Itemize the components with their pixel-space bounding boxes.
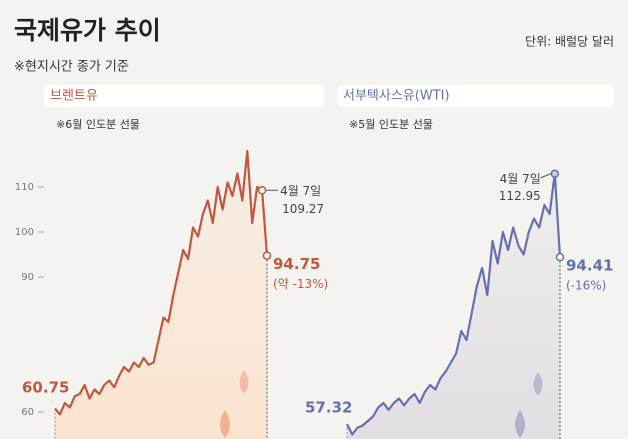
y-tick-label: 100 xyxy=(15,227,34,238)
y-tick-label: 60 xyxy=(21,407,34,418)
unit: 단위: 배럴당 달러 xyxy=(525,35,614,49)
y-tick-label: 90 xyxy=(21,272,34,283)
area xyxy=(347,173,560,439)
peak-value: 112.95 xyxy=(499,189,541,203)
last-value-label: 94.41 xyxy=(566,257,613,275)
panel-label-box xyxy=(44,85,324,107)
drop-icon xyxy=(239,370,249,394)
last-point xyxy=(262,251,272,260)
peak-point xyxy=(550,169,560,178)
drop-icon xyxy=(533,372,543,396)
plots: ※6월 인도분 선물 60 90 100 110 브렌트유 60.75 4월 7일 109.27… xyxy=(15,89,613,439)
panel-label-box xyxy=(337,85,614,107)
drop-icon xyxy=(515,410,525,438)
peak-value: 109.27 xyxy=(282,202,324,216)
drop-icon xyxy=(220,410,230,438)
panel-label: 브렌트유 xyxy=(50,89,98,104)
connector xyxy=(540,173,551,179)
area xyxy=(55,151,267,439)
title: 국제유가 추이 xyxy=(14,16,161,45)
peak-date: 4월 7일 xyxy=(500,172,541,186)
y-tick-label: 110 xyxy=(15,182,34,193)
start-value-label: 60.75 xyxy=(22,379,69,397)
subtitle: ※6월 인도분 선물 xyxy=(56,118,140,131)
note: ※현지시간 종가 기준 xyxy=(14,60,129,75)
panel-label: 서부텍사스유(WTI) xyxy=(343,89,450,104)
peak-date: 4월 7일 xyxy=(280,184,321,198)
peak-point xyxy=(257,186,267,195)
subtitle: ※5월 인도분 선물 xyxy=(349,118,433,131)
last-point xyxy=(555,252,565,262)
line xyxy=(346,172,562,436)
last-value-label: 94.75 xyxy=(273,255,320,273)
start-value-label: 57.32 xyxy=(305,399,352,417)
change-label: (-16%) xyxy=(566,279,606,293)
change-label: (약 -13%) xyxy=(273,276,328,291)
line xyxy=(54,149,269,416)
